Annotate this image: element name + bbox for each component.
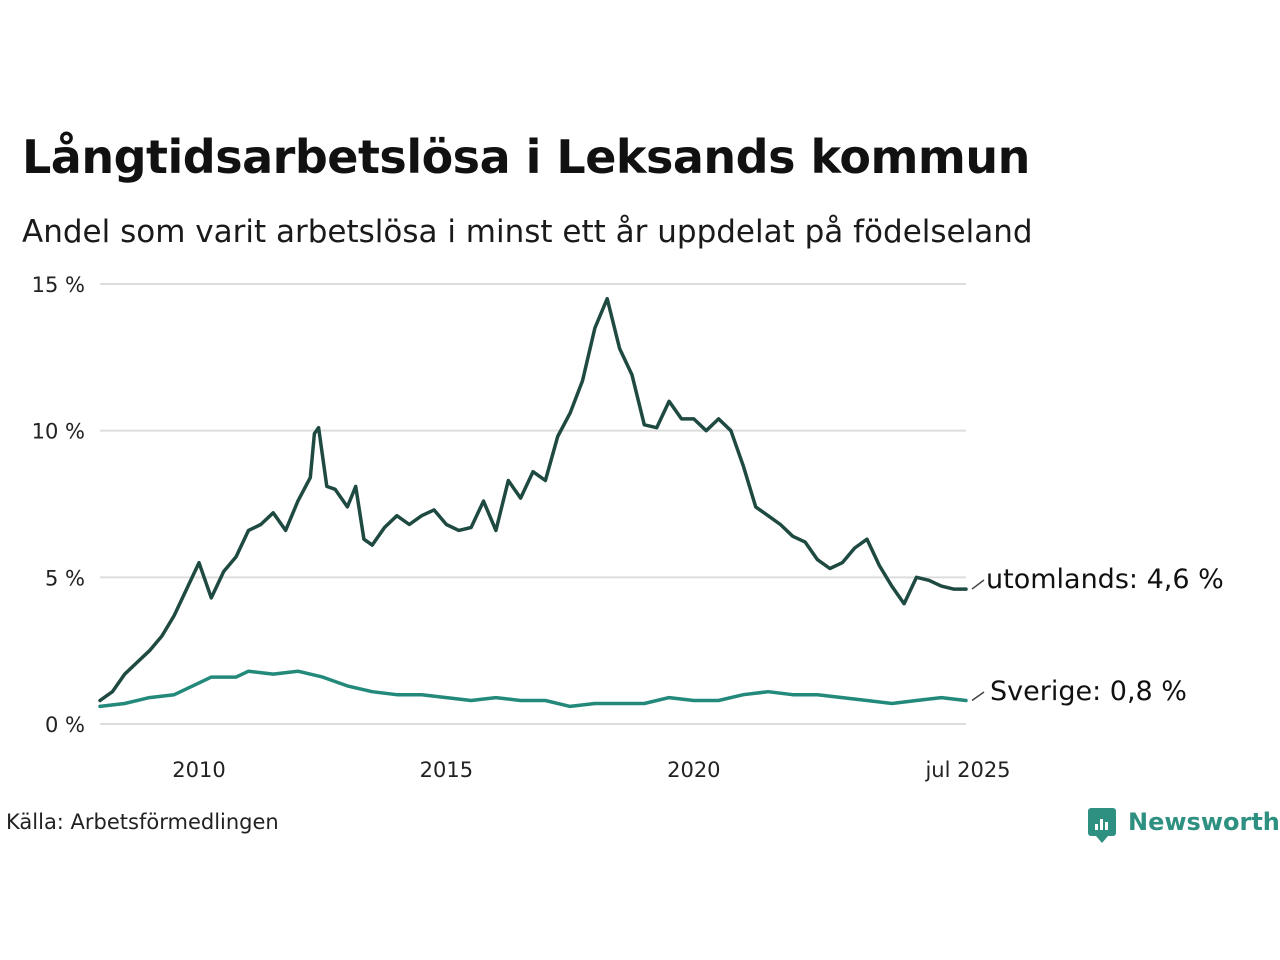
chart-subtitle: Andel som varit arbetslösa i minst ett å… — [22, 214, 1033, 250]
series-line-utomlands — [98, 296, 968, 703]
end-label-sverige: Sverige: 0,8 % — [990, 676, 1187, 707]
y-tick-label: 5 % — [45, 566, 85, 590]
x-tick-label: 2020 — [667, 758, 720, 782]
logo-text: Newsworthy — [1128, 808, 1280, 836]
x-tick-label: 2015 — [420, 758, 473, 782]
x-tick-label: jul 2025 — [924, 758, 1010, 782]
chart-bubble-icon — [1088, 808, 1116, 843]
end-label-utomlands: utomlands: 4,6 % — [986, 564, 1224, 595]
newsworthy-logo: Newsworthy — [1088, 804, 1280, 843]
source-note: Källa: Arbetsförmedlingen — [6, 810, 279, 834]
y-tick-label: 10 % — [32, 420, 85, 444]
end-label-connector — [971, 691, 985, 702]
series-line-sverige — [98, 669, 968, 709]
y-tick-label: 0 % — [45, 713, 85, 737]
end-label-connector — [971, 579, 985, 590]
x-tick-label: 2010 — [172, 758, 225, 782]
y-tick-label: 15 % — [32, 273, 85, 297]
chart-title: Långtidsarbetslösa i Leksands kommun — [22, 130, 1030, 184]
